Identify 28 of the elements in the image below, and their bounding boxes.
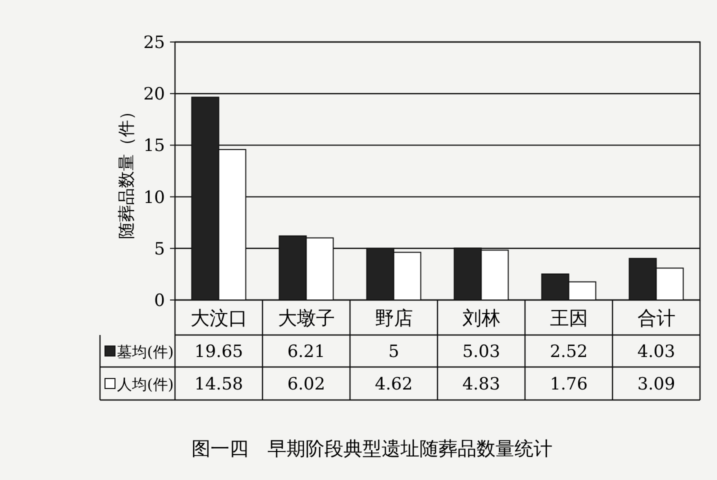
x-tick-label: 合计 [637, 308, 676, 330]
y-tick-label: 25 [143, 33, 165, 53]
data-label: 3.09 [637, 374, 676, 394]
y-axis-title: 随葬品数量（件） [117, 103, 137, 239]
data-label: 1.76 [550, 374, 588, 394]
x-tick-label: 大汶口 [190, 308, 248, 330]
legend-label: 墓均(件) [117, 343, 174, 361]
y-tick-label: 15 [143, 136, 165, 156]
data-label: 5 [388, 342, 400, 362]
x-tick-label: 野店 [374, 308, 413, 330]
y-tick-label: 5 [154, 239, 165, 260]
y-tick-label: 0 [154, 291, 165, 311]
y-tick-label: 20 [143, 84, 165, 105]
data-label: 4.62 [374, 374, 413, 394]
data-label: 4.03 [637, 342, 676, 362]
data-label: 4.83 [462, 374, 500, 394]
data-label: 2.52 [550, 342, 588, 362]
text: 图一四 早期阶段典型遗址随葬品数量统计 [192, 438, 552, 460]
data-label: 19.65 [194, 342, 244, 362]
x-tick-label: 王因 [550, 308, 588, 330]
x-tick-label: 大墩子 [278, 308, 335, 330]
data-label: 14.58 [194, 374, 244, 394]
legend-label: 人均(件) [117, 376, 174, 394]
data-label: 5.03 [462, 342, 500, 362]
data-label: 6.21 [287, 342, 326, 362]
y-tick-label: 10 [143, 188, 165, 208]
data-label: 6.02 [287, 374, 326, 394]
x-tick-label: 刘林 [462, 308, 500, 330]
